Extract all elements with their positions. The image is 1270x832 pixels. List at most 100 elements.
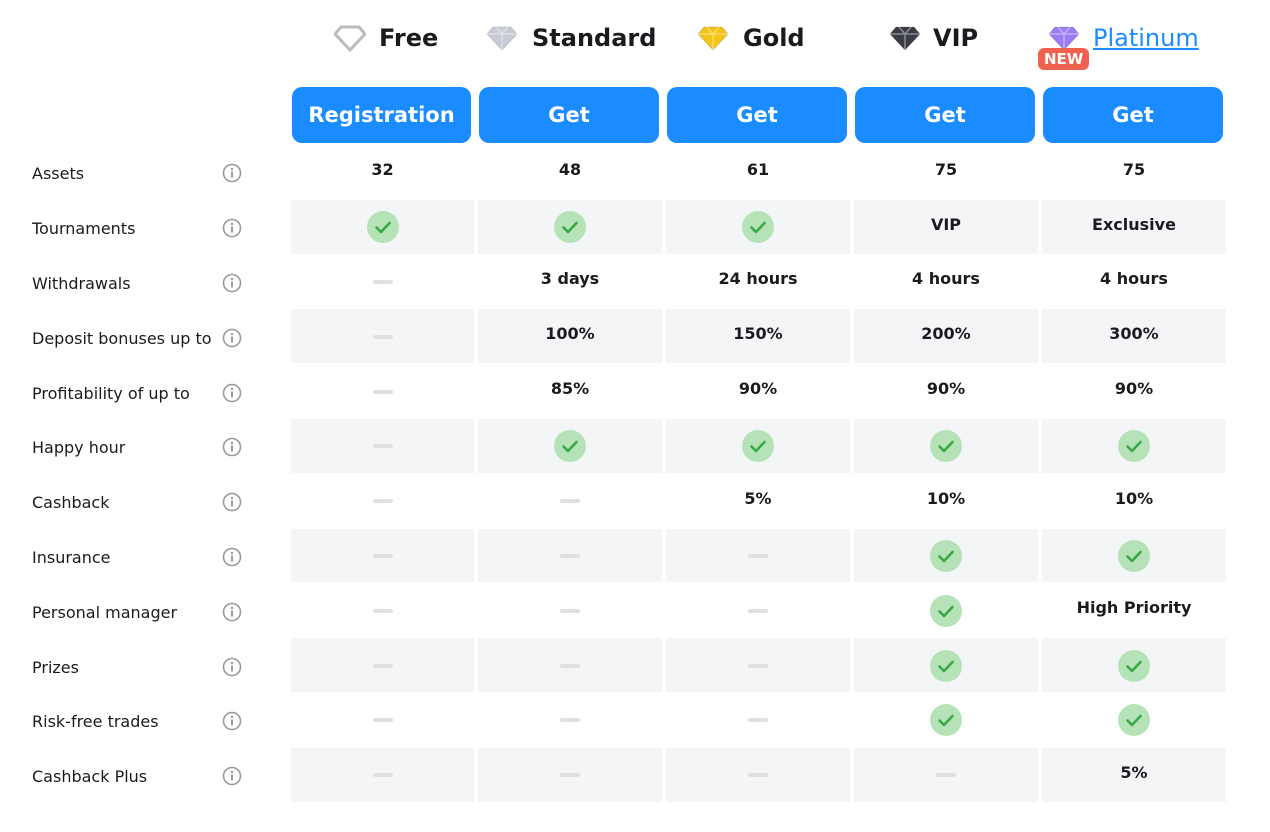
cell-value: 100% bbox=[545, 324, 595, 344]
info-icon[interactable] bbox=[222, 657, 242, 677]
plan-name: Gold bbox=[743, 24, 805, 52]
check-icon bbox=[1118, 540, 1150, 572]
table-cell bbox=[854, 199, 1038, 254]
plan-icon bbox=[486, 24, 518, 52]
row-label: Profitability of up to bbox=[32, 383, 190, 403]
cell-value: 61 bbox=[746, 159, 770, 179]
info-icon[interactable] bbox=[222, 492, 242, 512]
dash-icon bbox=[367, 321, 399, 353]
cell-value: 5% bbox=[1120, 762, 1148, 782]
cell-value: 32 bbox=[371, 159, 394, 179]
dash-icon bbox=[742, 650, 774, 682]
info-icon[interactable] bbox=[222, 383, 242, 403]
cell-value: 5% bbox=[744, 488, 772, 508]
row-label: Assets bbox=[32, 164, 85, 184]
dash-icon bbox=[554, 540, 586, 572]
check-icon bbox=[742, 211, 774, 244]
dash-icon bbox=[930, 759, 962, 791]
cell-value: 85% bbox=[550, 379, 590, 399]
cell-value: 200% bbox=[921, 324, 971, 344]
plan-icon bbox=[889, 24, 921, 52]
dash-icon bbox=[367, 540, 399, 572]
dash-icon bbox=[554, 704, 586, 736]
dash-icon bbox=[367, 266, 399, 298]
info-icon[interactable] bbox=[222, 547, 242, 567]
check-icon bbox=[930, 649, 962, 682]
cell-value: 90% bbox=[738, 379, 778, 399]
row-label: Cashback bbox=[32, 493, 110, 513]
cell-value: 150% bbox=[733, 324, 783, 344]
plan-button[interactable]: Get bbox=[1043, 87, 1223, 143]
cell-value: 4 hours bbox=[1100, 269, 1168, 289]
row-label: Risk-free trades bbox=[32, 712, 159, 732]
table-cell bbox=[1042, 747, 1226, 802]
dash-icon bbox=[367, 759, 399, 791]
cell-value: 10% bbox=[926, 488, 966, 508]
check-icon bbox=[1118, 430, 1150, 463]
check-icon bbox=[930, 704, 962, 737]
plan-icon bbox=[332, 24, 368, 53]
dash-icon bbox=[367, 376, 399, 408]
cell-value: 75 bbox=[934, 159, 958, 179]
plan-name: Free bbox=[379, 24, 439, 52]
row-label: Withdrawals bbox=[32, 274, 131, 293]
row-label: Insurance bbox=[32, 548, 111, 567]
cell-value: 48 bbox=[558, 159, 582, 179]
cell-value: 24 hours bbox=[718, 269, 798, 289]
cell-value: Exclusive bbox=[1092, 214, 1176, 234]
dash-icon bbox=[742, 704, 774, 736]
plan-button[interactable]: Get bbox=[855, 87, 1035, 143]
info-icon[interactable] bbox=[222, 766, 242, 786]
row-label: Personal manager bbox=[32, 602, 178, 622]
check-icon bbox=[1118, 704, 1150, 737]
info-icon[interactable] bbox=[222, 218, 242, 238]
cell-value: 90% bbox=[1114, 379, 1154, 399]
table-cell bbox=[666, 309, 850, 364]
dash-icon bbox=[367, 485, 399, 517]
check-icon bbox=[554, 211, 586, 244]
dash-icon bbox=[554, 759, 586, 791]
row-label: Cashback Plus bbox=[32, 767, 148, 787]
check-icon bbox=[930, 540, 962, 572]
check-icon bbox=[366, 211, 399, 244]
check-icon bbox=[554, 430, 586, 463]
info-icon[interactable] bbox=[222, 711, 242, 731]
plan-name: VIP bbox=[933, 24, 979, 52]
dash-icon bbox=[367, 650, 399, 682]
cell-value: 75 bbox=[1122, 159, 1146, 179]
table-cell bbox=[478, 309, 662, 364]
plan-name[interactable]: Platinum bbox=[1093, 24, 1199, 52]
cell-value: 10% bbox=[1114, 488, 1154, 508]
dash-icon bbox=[742, 595, 774, 627]
dash-icon bbox=[742, 759, 774, 791]
cell-value: 300% bbox=[1109, 324, 1159, 344]
plan-icon bbox=[697, 24, 729, 52]
info-icon[interactable] bbox=[222, 163, 242, 183]
plan-button[interactable]: Get bbox=[479, 87, 659, 143]
dash-icon bbox=[554, 595, 586, 627]
plan-button[interactable]: Registration bbox=[292, 87, 471, 143]
table-cell bbox=[1042, 199, 1226, 254]
plan-name: Standard bbox=[532, 24, 657, 52]
dash-icon bbox=[742, 540, 774, 572]
check-icon bbox=[930, 594, 962, 627]
dash-icon bbox=[554, 650, 586, 682]
dash-icon bbox=[367, 430, 399, 462]
cell-value: 3 days bbox=[540, 269, 600, 289]
info-icon[interactable] bbox=[222, 273, 242, 293]
cell-value: 90% bbox=[926, 379, 966, 399]
info-icon[interactable] bbox=[222, 437, 242, 457]
check-icon bbox=[930, 430, 962, 463]
table-cell bbox=[1042, 309, 1226, 364]
table-cell bbox=[854, 309, 1038, 364]
plan-icon bbox=[1048, 24, 1080, 52]
cell-value: High Priority bbox=[1076, 598, 1192, 618]
info-icon[interactable] bbox=[222, 602, 242, 622]
check-icon bbox=[1118, 649, 1150, 682]
row-label: Prizes bbox=[32, 657, 79, 677]
row-label: Happy hour bbox=[32, 438, 126, 458]
plan-button[interactable]: Get bbox=[667, 87, 847, 143]
info-icon[interactable] bbox=[222, 328, 242, 348]
cell-value: 4 hours bbox=[912, 269, 980, 289]
dash-icon bbox=[554, 485, 586, 517]
